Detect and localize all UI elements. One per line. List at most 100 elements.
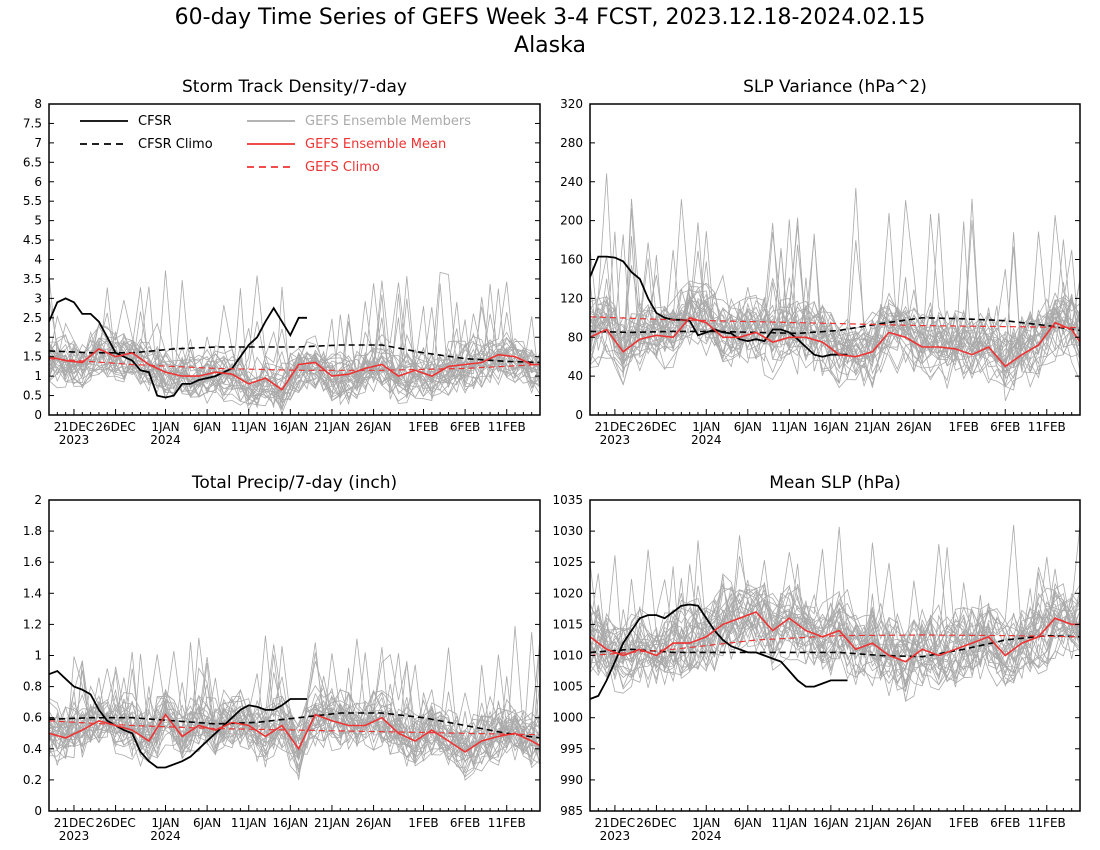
series-cfsr-climo (49, 712, 540, 739)
member-line (49, 660, 540, 772)
y-tick-label: 3.5 (23, 272, 42, 286)
y-tick-label: 0.5 (23, 389, 42, 403)
member-line (49, 664, 540, 747)
x-tick-label: 21JAN (314, 420, 350, 434)
x-tick-label: 16JAN (272, 420, 308, 434)
x-tick-label: 1FEB (949, 420, 979, 434)
figure-title: 60-day Time Series of GEFS Week 3-4 FCST… (0, 4, 1100, 60)
x-axis: 21DEC 26DEC 1JAN 6JAN 11JAN 16JAN 21JAN 26JAN 1F… (589, 409, 1081, 447)
member-line (590, 198, 1080, 362)
series-gefs-climo (49, 358, 540, 371)
x-tick-label: 1FEB (949, 816, 979, 830)
x-year-label: 2024 (150, 433, 181, 447)
member-line (590, 524, 1080, 665)
x-tick-label: 1JAN (692, 420, 720, 434)
x-tick-label: 26JAN (356, 816, 392, 830)
y-tick-label: 3 (34, 291, 42, 305)
member-line (590, 282, 1080, 401)
y-tick-label: 5 (34, 214, 42, 228)
y-tick-label: 7 (34, 136, 42, 150)
ensemble-members (49, 270, 540, 415)
y-tick-label: 2 (34, 330, 42, 344)
member-line (590, 276, 1080, 391)
x-tick-label: 26JAN (896, 816, 932, 830)
x-tick-label: 6JAN (193, 420, 221, 434)
y-tick-label: 1015 (552, 617, 583, 631)
panel-3: Total Precip/7-day (inch)00.20.40.60.811… (23, 473, 541, 843)
series-cfsr (49, 297, 307, 399)
member-line (590, 222, 1080, 387)
x-tick-label: 21JAN (854, 420, 890, 434)
y-tick-label: 1.8 (23, 524, 42, 538)
y-tick-label: 7.5 (23, 116, 42, 130)
y-axis: 0 0.2 0.4 0.6 0.8 1 1.2 1.4 1.6 1.8 2 (23, 493, 540, 818)
legend-label: GEFS Ensemble Mean (305, 137, 446, 152)
x-axis: 21DEC 26DEC 1JAN 6JAN 11JAN 16JAN 21JAN 26JAN 1F… (48, 805, 541, 843)
y-axis: 0 0.5 1 1.5 2 2.5 3 3.5 4 4.5 5 5.5 6 6.5 7 7.5 8 (23, 97, 540, 422)
series-cfsr-climo (590, 316, 1080, 335)
x-tick-label: 21JAN (314, 816, 350, 830)
y-tick-label: 4 (34, 253, 42, 267)
member-line (49, 653, 540, 778)
y-tick-label: 200 (560, 214, 583, 228)
member-line (590, 555, 1080, 687)
x-tick-label: 26JAN (356, 420, 392, 434)
x-tick-label: 21DEC (54, 420, 94, 434)
y-tick-label: 0 (34, 408, 42, 422)
x-tick-label: 16JAN (813, 816, 849, 830)
x-tick-label: 21DEC (595, 420, 635, 434)
x-tick-label: 11JAN (231, 420, 267, 434)
legend-label: CFSR (138, 114, 172, 129)
x-tick-label: 6JAN (734, 816, 762, 830)
member-line (590, 568, 1080, 671)
x-tick-label: 11JAN (771, 420, 807, 434)
member-line (590, 562, 1080, 676)
figure-title-line1: 60-day Time Series of GEFS Week 3-4 FCST… (174, 5, 926, 30)
panel-title: SLP Variance (hPa^2) (743, 77, 927, 97)
y-axis: 985 990 995 1000 1005 1010 1015 1020 1025 1030 103… (552, 493, 1080, 818)
member-line (590, 187, 1080, 367)
panel-4: Mean SLP (hPa) 985 990 995 1000 1005 1010 1015 1… (552, 473, 1081, 843)
y-tick-label: 120 (560, 291, 583, 305)
panel-title: Total Precip/7-day (inch) (191, 473, 397, 493)
x-tick-label: 6FEB (450, 420, 480, 434)
member-line (590, 563, 1080, 702)
member-line (49, 670, 540, 762)
member-line (590, 572, 1080, 692)
panel-2: SLP Variance (hPa^2) 0 40 80 120 160 200 240 280… (560, 77, 1081, 447)
y-tick-label: 280 (560, 136, 583, 150)
panel-1: Storm Track Density/7-day 0 0.5 1 1.5 2 2.5 3 3.… (23, 77, 541, 447)
x-tick-label: 1JAN (151, 816, 179, 830)
x-tick-label: 1FEB (408, 816, 438, 830)
member-line (590, 542, 1080, 664)
series-cfsr (590, 603, 848, 700)
member-line (590, 564, 1080, 686)
member-line (590, 593, 1080, 702)
x-tick-label: 26DEC (636, 816, 676, 830)
series-cfsr (590, 255, 848, 358)
y-tick-label: 985 (560, 804, 583, 818)
x-tick-label: 21DEC (54, 816, 94, 830)
x-tick-label: 26DEC (636, 420, 676, 434)
member-line (590, 261, 1080, 390)
x-tick-label: 11FEB (488, 420, 526, 434)
x-tick-label: 6JAN (734, 420, 762, 434)
x-tick-label: 16JAN (813, 420, 849, 434)
figure-title-line2: Alaska (514, 33, 586, 58)
panel-title: Mean SLP (hPa) (769, 473, 901, 493)
y-tick-label: 0.4 (23, 742, 42, 756)
series-gefs-climo (49, 720, 540, 736)
plot-area (590, 524, 1080, 702)
y-tick-label: 8 (34, 97, 42, 111)
x-tick-label: 6FEB (990, 816, 1020, 830)
y-tick-label: 1020 (552, 586, 583, 600)
x-tick-label: 11FEB (488, 816, 526, 830)
x-tick-label: 26DEC (95, 420, 135, 434)
member-line (49, 654, 540, 754)
x-year-label: 2023 (59, 829, 90, 843)
y-tick-label: 6 (34, 175, 42, 189)
y-tick-label: 0 (575, 408, 583, 422)
member-line (590, 278, 1080, 368)
x-tick-label: 6JAN (193, 816, 221, 830)
series-gefs-ensemble-mean (590, 611, 1080, 663)
